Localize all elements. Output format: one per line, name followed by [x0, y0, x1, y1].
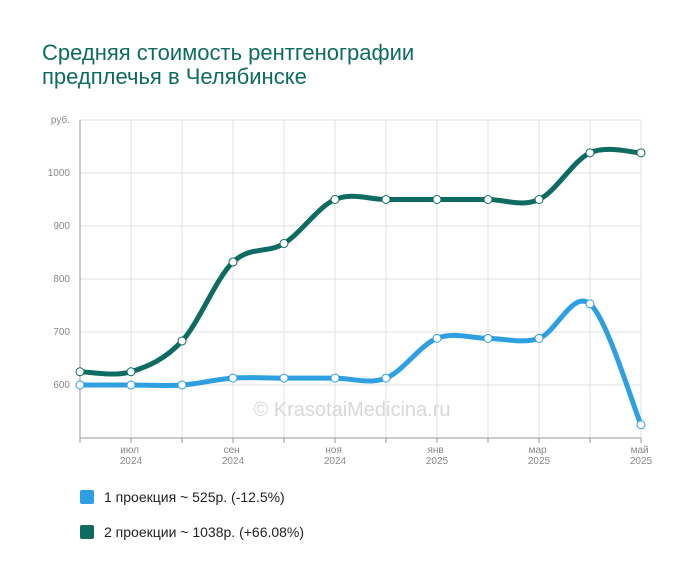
point — [636, 420, 646, 430]
x-tick-year: 2025 — [528, 456, 551, 467]
point — [126, 367, 136, 377]
point — [279, 238, 289, 248]
x-tick-month: ноя — [325, 445, 344, 456]
y-tick-label: 900 — [53, 221, 70, 232]
point — [177, 380, 187, 390]
y-tick-label: руб. — [51, 114, 70, 126]
y-tick-label: 800 — [53, 274, 70, 285]
point — [177, 336, 187, 346]
point — [228, 373, 238, 383]
legend-swatch — [80, 490, 94, 504]
point — [585, 299, 595, 309]
x-tick-label: июл 2024 — [120, 445, 143, 467]
x-tick-label: май 2025 — [630, 445, 653, 467]
legend-swatch — [80, 525, 94, 539]
y-tick-label: 700 — [53, 327, 70, 338]
point — [432, 333, 442, 343]
series-line — [79, 146, 642, 377]
y-tick-label: 600 — [53, 380, 70, 391]
point — [228, 257, 238, 267]
point — [75, 367, 85, 377]
point — [330, 195, 340, 204]
x-tick-year: 2024 — [222, 456, 245, 467]
x-tick-month: мар — [529, 445, 550, 456]
point — [432, 195, 442, 204]
x-tick-year: 2024 — [120, 456, 143, 467]
point — [381, 195, 391, 204]
point — [381, 373, 391, 383]
chart-title: предплечья в Челябинске — [42, 64, 307, 89]
x-tick-label: сен 2024 — [222, 445, 245, 467]
watermark: © KrasotaiMedicina.ru — [253, 399, 450, 421]
x-tick-month: янв — [427, 445, 446, 456]
x-tick-month: сен — [224, 445, 243, 456]
point — [534, 195, 544, 204]
point — [483, 333, 493, 343]
point — [636, 148, 646, 158]
x-tick-label: ноя 2024 — [324, 445, 347, 467]
point — [279, 373, 289, 383]
point — [126, 380, 136, 390]
chart-title: Средняя стоимость рентгенографии — [42, 40, 414, 65]
x-tick-year: 2024 — [324, 456, 347, 467]
x-tick-label: мар 2025 — [528, 445, 551, 467]
point — [330, 373, 340, 383]
x-tick-year: 2025 — [426, 456, 449, 467]
legend-label: 1 проекция ~ 525р. (-12.5%) — [104, 489, 285, 505]
point — [483, 195, 493, 204]
point — [585, 148, 595, 158]
point — [534, 333, 544, 343]
legend-label: 2 проекции ~ 1038р. (+66.08%) — [104, 524, 304, 540]
y-tick-label: 1000 — [48, 168, 71, 179]
x-tick-month: май — [631, 445, 652, 456]
x-tick-month: июл — [120, 445, 141, 456]
x-tick-label: янв 2025 — [426, 445, 449, 467]
point — [75, 380, 85, 390]
x-tick-year: 2025 — [630, 456, 653, 467]
